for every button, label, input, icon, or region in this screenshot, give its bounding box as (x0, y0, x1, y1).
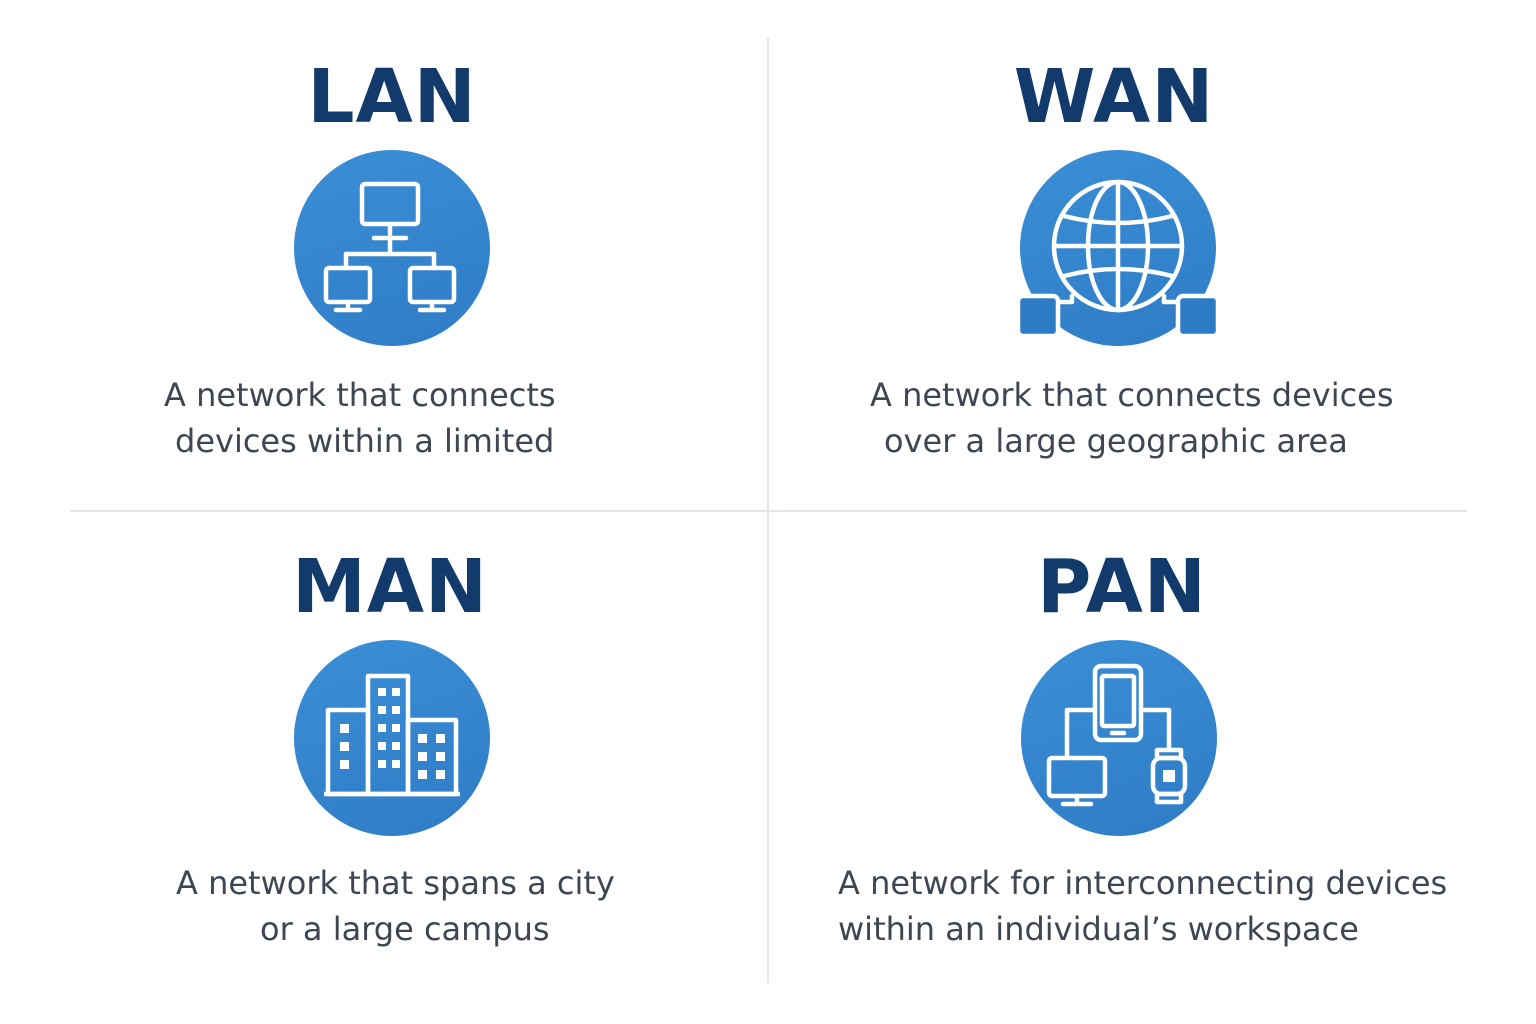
network-hierarchy-icon (323, 181, 457, 313)
lan-description-line-2: devices within a limited (175, 422, 555, 460)
wan-title: WAN (1013, 54, 1215, 140)
lan-icon-badge (294, 150, 490, 346)
lan-description: A network that connects devices within a… (164, 372, 556, 464)
pan-icon-badge (1021, 640, 1217, 836)
lan-title: LAN (307, 54, 477, 140)
wan-description-line-2: over a large geographic area (884, 422, 1348, 460)
man-description-line-1: A network that spans a city (176, 864, 615, 902)
city-buildings-icon (324, 673, 460, 797)
lan-description-line-1: A network that connects (164, 376, 556, 414)
personal-devices-icon (1046, 663, 1188, 807)
man-description: A network that spans a city or a large c… (176, 860, 615, 952)
wan-description-line-1: A network that connects devices (870, 376, 1394, 414)
pan-title: PAN (1037, 544, 1207, 630)
man-title: MAN (292, 544, 488, 630)
wan-description: A network that connects devices over a l… (870, 372, 1394, 464)
pan-description: A network for interconnecting devices wi… (838, 860, 1447, 952)
globe-network-icon (1015, 179, 1221, 339)
man-icon-badge (294, 640, 490, 836)
wan-icon-badge (1015, 150, 1221, 346)
horizontal-divider (70, 510, 1467, 512)
man-description-line-2: or a large campus (260, 910, 550, 948)
pan-description-line-2: within an individual’s workspace (838, 910, 1359, 948)
pan-description-line-1: A network for interconnecting devices (838, 864, 1448, 902)
